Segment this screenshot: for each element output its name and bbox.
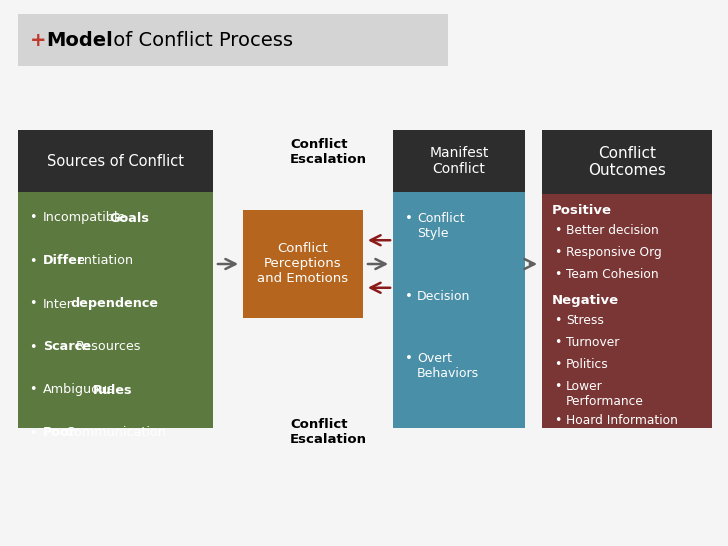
Text: Resources: Resources	[76, 341, 141, 353]
Text: •: •	[29, 341, 36, 353]
Bar	[243, 210, 363, 318]
Bar	[542, 130, 712, 194]
Text: •: •	[29, 426, 36, 440]
Text: •: •	[405, 290, 413, 303]
Bar	[542, 194, 712, 428]
Text: +: +	[30, 31, 47, 50]
Text: Scarce: Scarce	[43, 341, 91, 353]
Bar	[393, 192, 525, 428]
Text: •: •	[554, 358, 561, 371]
Text: Poor: Poor	[43, 426, 76, 440]
Text: Incompatible: Incompatible	[43, 211, 127, 224]
Text: Sources of Conflict: Sources of Conflict	[47, 153, 184, 169]
Text: •: •	[554, 246, 561, 259]
Text: •: •	[29, 298, 36, 311]
Text: •: •	[29, 211, 36, 224]
Text: entiation: entiation	[76, 254, 133, 268]
Text: Overt
Behaviors: Overt Behaviors	[417, 352, 479, 380]
Text: Conflict
Escalation: Conflict Escalation	[290, 418, 367, 446]
Text: •: •	[554, 414, 561, 427]
Text: of Conflict Process: of Conflict Process	[107, 31, 293, 50]
Text: •: •	[29, 254, 36, 268]
Text: Decision: Decision	[417, 290, 470, 303]
Text: Communication: Communication	[65, 426, 166, 440]
Bar	[18, 14, 448, 66]
Text: Hoard Information: Hoard Information	[566, 414, 678, 427]
Text: •: •	[554, 314, 561, 327]
Bar	[18, 192, 213, 428]
Text: Conflict
Perceptions
and Emotions: Conflict Perceptions and Emotions	[258, 242, 349, 286]
Text: Ambiguous: Ambiguous	[43, 383, 115, 396]
Text: •: •	[405, 212, 413, 225]
Text: •: •	[554, 224, 561, 237]
Text: Rules: Rules	[92, 383, 132, 396]
Text: Negative: Negative	[552, 294, 619, 307]
Text: Better decision: Better decision	[566, 224, 659, 237]
Text: •: •	[29, 383, 36, 396]
Text: •: •	[405, 352, 413, 365]
Text: Model: Model	[46, 31, 113, 50]
Text: •: •	[554, 380, 561, 393]
Text: Responsive Org: Responsive Org	[566, 246, 662, 259]
Text: Goals: Goals	[109, 211, 149, 224]
Text: Conflict
Outcomes: Conflict Outcomes	[588, 146, 666, 178]
Bar	[393, 130, 525, 192]
Text: Team Cohesion: Team Cohesion	[566, 268, 659, 281]
Text: dependence: dependence	[71, 298, 159, 311]
Text: Stress: Stress	[566, 314, 604, 327]
Text: Politics: Politics	[566, 358, 609, 371]
Text: Conflict
Style: Conflict Style	[417, 212, 464, 240]
Text: Conflict
Escalation: Conflict Escalation	[290, 138, 367, 166]
Text: Differ: Differ	[43, 254, 84, 268]
Text: Lower
Performance: Lower Performance	[566, 380, 644, 408]
Text: Turnover: Turnover	[566, 336, 620, 349]
Text: Manifest
Conflict: Manifest Conflict	[430, 146, 488, 176]
Text: •: •	[554, 268, 561, 281]
Text: •: •	[554, 336, 561, 349]
Text: Positive: Positive	[552, 204, 612, 217]
Bar	[18, 130, 213, 192]
Text: Inter: Inter	[43, 298, 73, 311]
